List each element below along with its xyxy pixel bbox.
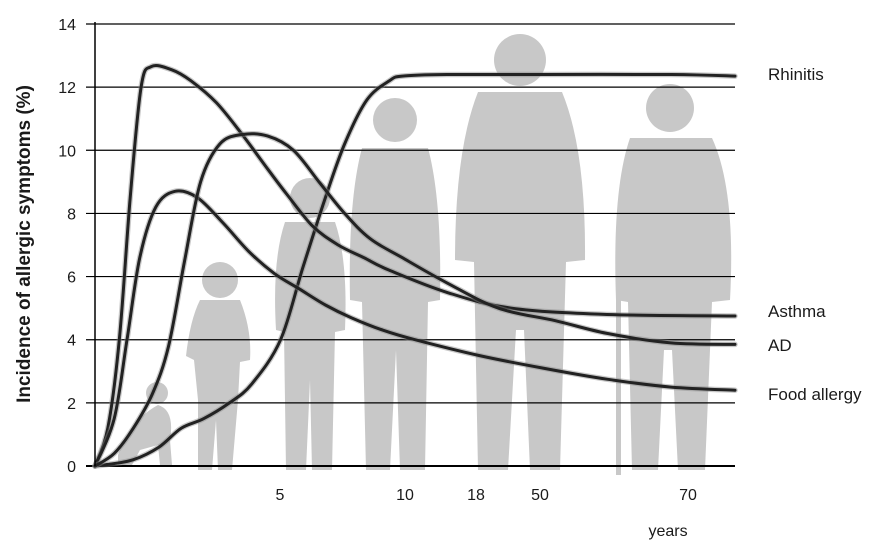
x-tick-label: 18: [467, 487, 485, 504]
series-line-asthma: [93, 64, 737, 468]
y-tick-label: 14: [58, 17, 76, 34]
y-tick-labels: 0 2 4 6 8 10 12 14: [58, 17, 76, 476]
y-tick-label: 12: [58, 80, 76, 97]
series-lines: [92, 62, 738, 469]
series-label-rhinitis: Rhinitis: [768, 65, 824, 84]
y-tick-label: 2: [67, 396, 76, 413]
y-tick-label: 4: [67, 333, 76, 350]
x-tick-label: 50: [531, 487, 549, 504]
x-tick-labels: 5 10 18 50 70: [276, 487, 697, 504]
silhouettes: [118, 34, 732, 475]
horizontal-gridlines: [86, 23, 735, 467]
x-tick-label: 5: [276, 487, 285, 504]
y-tick-label: 8: [67, 206, 76, 223]
series-line-ad: [93, 189, 737, 468]
silhouette-teen: [349, 98, 441, 470]
y-tick-label: 6: [67, 270, 76, 287]
y-tick-label: 0: [67, 459, 76, 476]
series-line-rhinitis: [93, 72, 737, 468]
series-label-food-allergy: Food allergy: [768, 385, 862, 404]
series-label-asthma: Asthma: [768, 302, 826, 321]
y-axis-title: Incidence of allergic symptoms (%): [14, 85, 35, 403]
silhouette-adult: [455, 34, 586, 470]
x-tick-label: 10: [396, 487, 414, 504]
silhouette-toddler: [186, 262, 251, 470]
series-line-food-allergy: [93, 132, 737, 468]
series-label-ad: AD: [768, 336, 792, 355]
series-labels: Rhinitis Asthma AD Food allergy: [768, 65, 862, 404]
silhouette-elderly: [615, 84, 732, 475]
x-tick-label: 70: [679, 487, 697, 504]
x-axis-title: years: [648, 523, 687, 540]
y-tick-label: 10: [58, 143, 76, 160]
